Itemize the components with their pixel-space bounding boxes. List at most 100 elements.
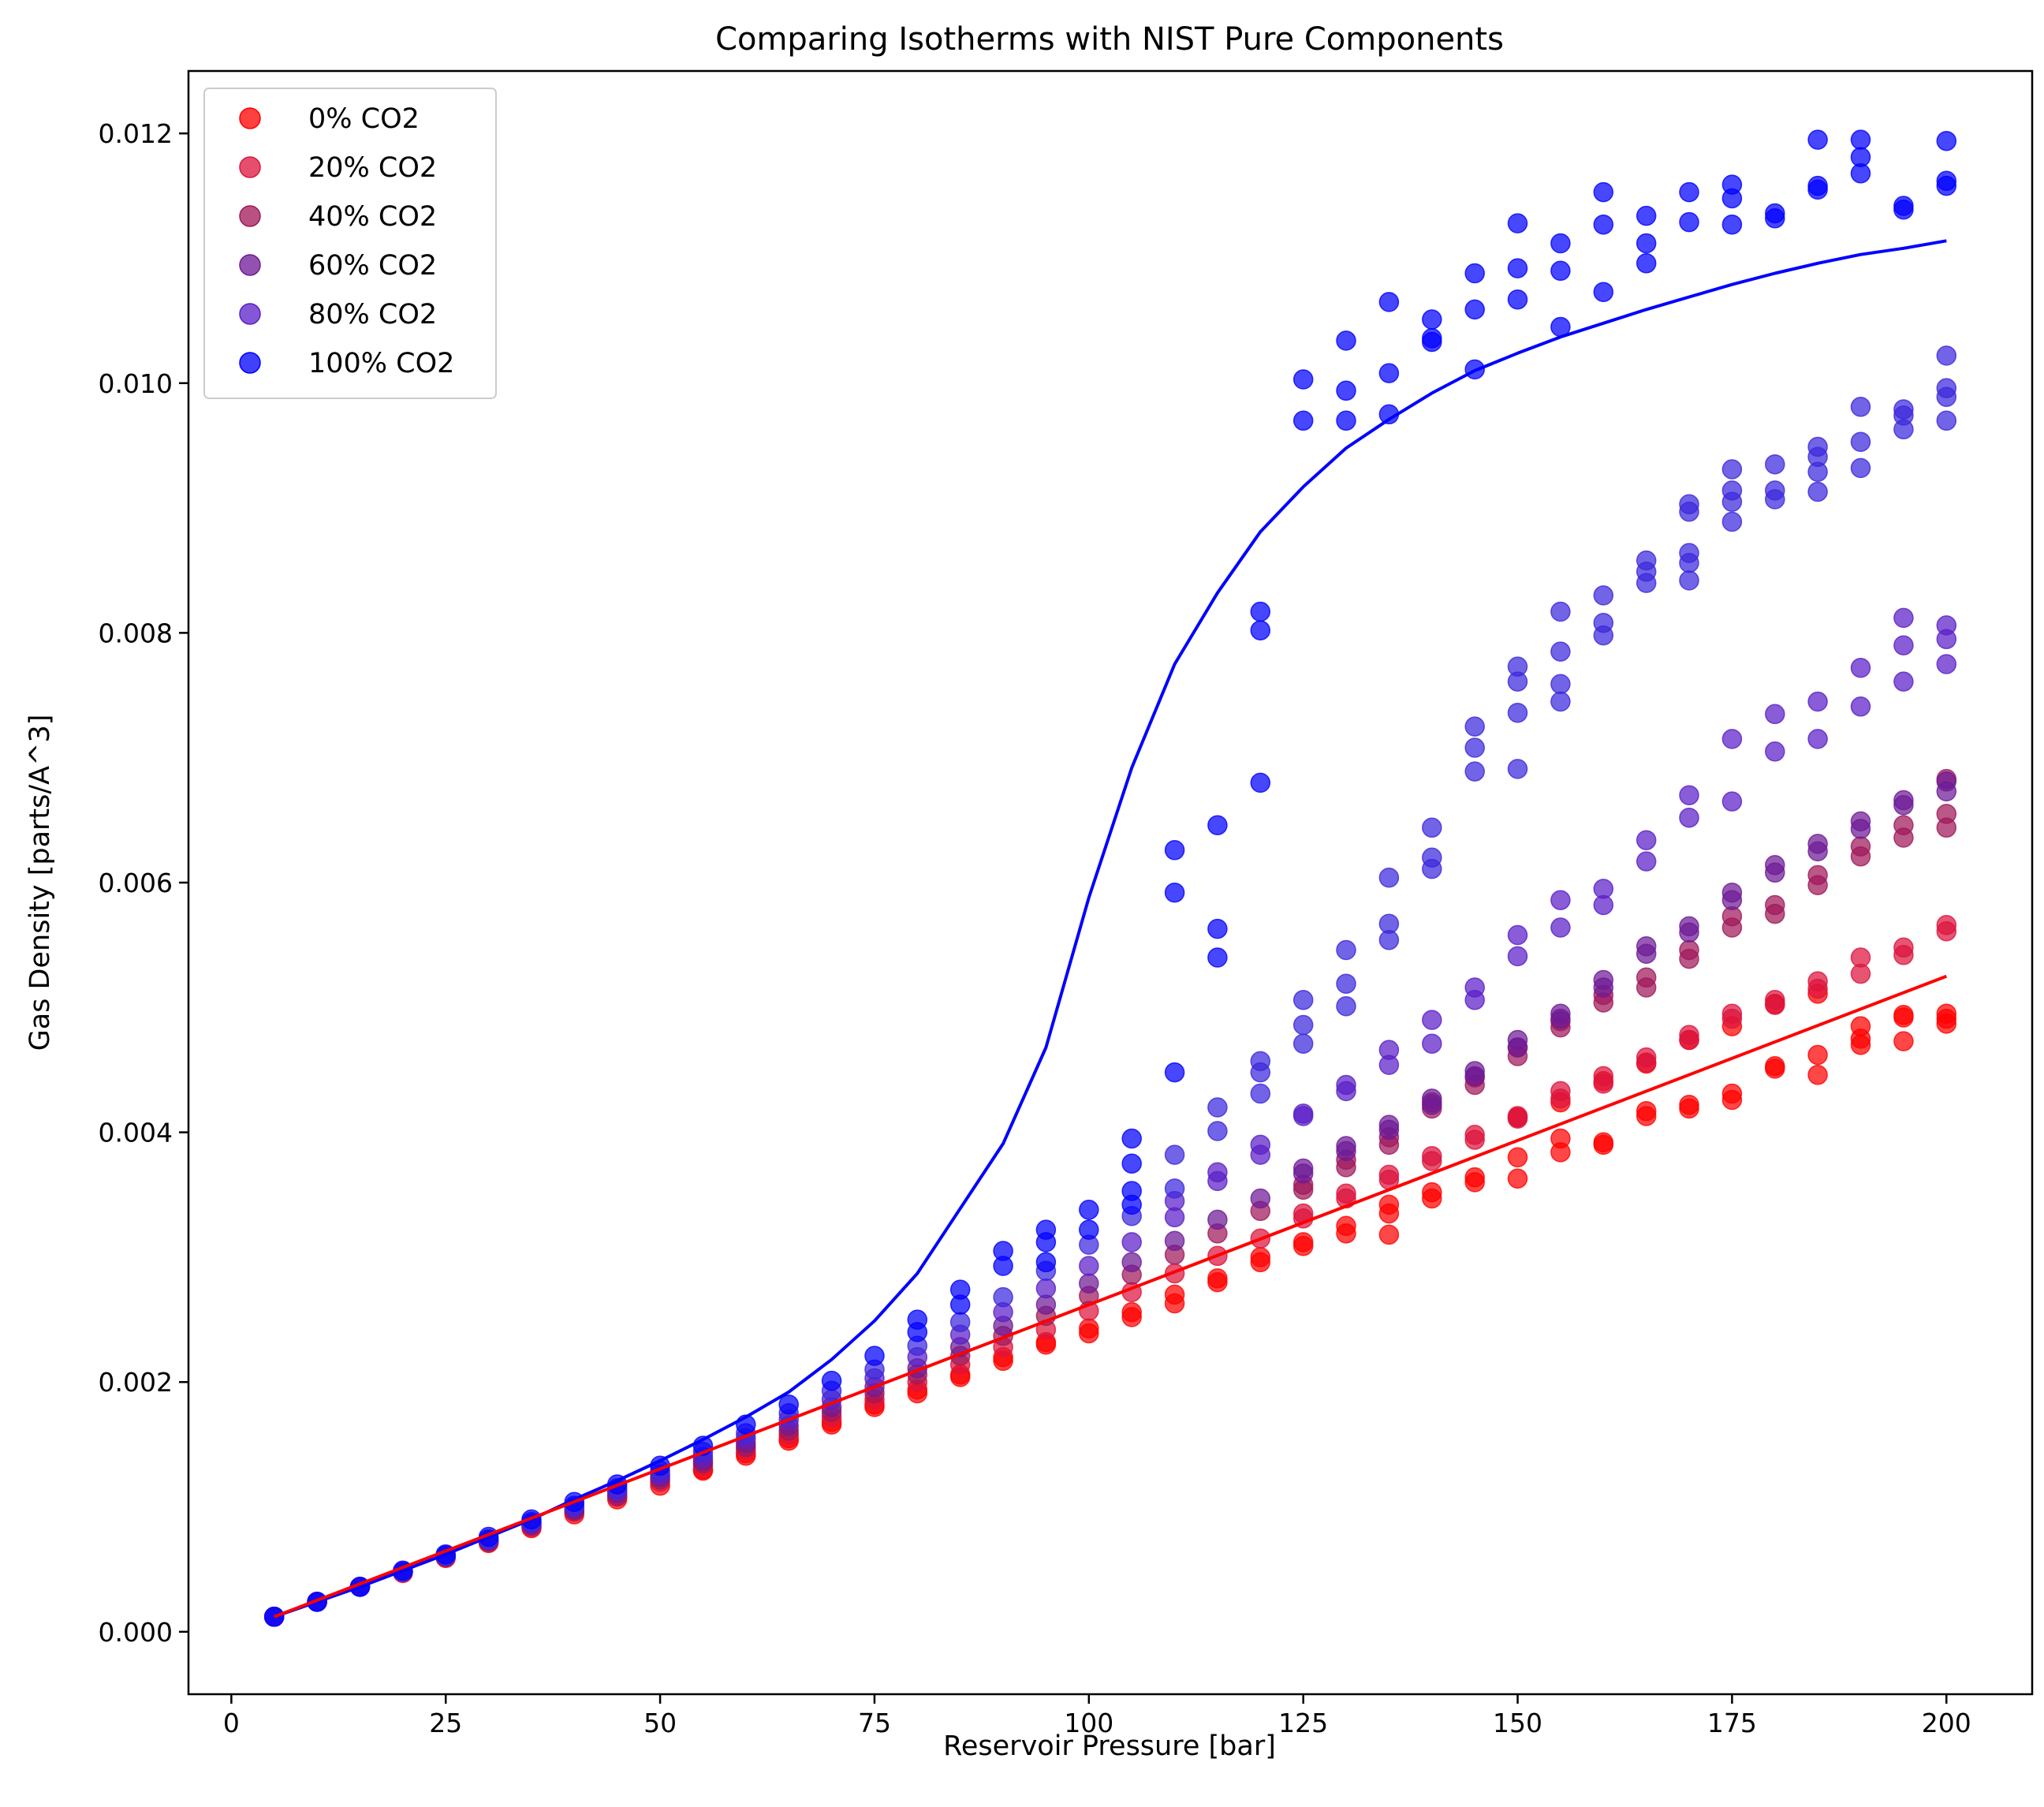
- data-point: [1164, 882, 1185, 903]
- data-point: [1121, 1153, 1142, 1174]
- data-point: [1807, 864, 1828, 886]
- data-point: [1507, 289, 1528, 310]
- data-point: [1765, 480, 1785, 501]
- data-point: [1207, 918, 1228, 939]
- data-point: [1507, 213, 1528, 233]
- y-tick-label: 0.010: [99, 368, 173, 399]
- data-point: [1936, 130, 1957, 151]
- data-point: [1765, 454, 1785, 475]
- data-point: [1721, 729, 1743, 749]
- data-point: [1079, 1318, 1099, 1338]
- data-point: [1593, 1132, 1614, 1153]
- data-point: [1593, 585, 1614, 606]
- data-point: [1721, 459, 1743, 480]
- data-point: [1679, 543, 1699, 563]
- data-point: [1765, 1055, 1785, 1077]
- y-tick-label: 0.006: [99, 868, 173, 898]
- data-point: [1550, 1128, 1571, 1149]
- data-point: [1721, 174, 1743, 195]
- data-point: [1636, 233, 1657, 254]
- x-tick-label: 125: [1278, 1708, 1328, 1738]
- data-point: [1464, 1061, 1485, 1081]
- data-point: [1422, 1088, 1442, 1109]
- data-point: [1936, 170, 1957, 192]
- data-point: [1550, 1081, 1571, 1102]
- axes: 0 25 50 75 100 125 150 175 200 0.000 0.002 0.004 0.0…: [99, 118, 1971, 1738]
- data-point: [1464, 1167, 1485, 1188]
- data-point: [1850, 657, 1871, 678]
- data-point: [993, 1286, 1013, 1308]
- data-point: [1336, 410, 1356, 431]
- data-point: [1507, 1029, 1528, 1051]
- data-point: [1807, 129, 1828, 150]
- data-point: [1850, 147, 1871, 167]
- data-point: [1079, 1200, 1099, 1220]
- data-point: [1422, 1145, 1442, 1167]
- data-point: [1378, 1194, 1400, 1215]
- data-point: [1422, 309, 1442, 330]
- data-point: [1378, 1114, 1400, 1135]
- data-point: [1507, 1106, 1528, 1126]
- data-point: [1121, 1301, 1142, 1323]
- plot-area: [263, 129, 1957, 1627]
- data-point: [1593, 214, 1614, 235]
- data-point: [1936, 378, 1957, 398]
- data-point: [1850, 696, 1871, 717]
- legend-label: 60% CO2: [308, 250, 437, 282]
- data-point: [1207, 947, 1228, 968]
- data-point: [1936, 804, 1957, 824]
- data-point: [1464, 761, 1485, 782]
- data-point: [1721, 1083, 1743, 1104]
- data-point: [949, 1312, 971, 1332]
- legend: 0% CO2 20% CO2 40% CO2 60% CO2 80% CO2 100% C…: [203, 88, 497, 399]
- data-point: [1679, 494, 1699, 515]
- legend-label: 20% CO2: [308, 152, 437, 184]
- data-point: [1721, 511, 1743, 532]
- data-point: [993, 1241, 1013, 1261]
- data-point: [1636, 550, 1657, 571]
- data-point: [1035, 1278, 1057, 1299]
- data-point: [1507, 1168, 1528, 1189]
- x-tick-label: 100: [1064, 1708, 1113, 1738]
- data-point: [1679, 939, 1699, 961]
- data-point: [1636, 253, 1657, 274]
- data-point: [1936, 654, 1957, 674]
- data-point: [1292, 1103, 1314, 1124]
- data-point: [1464, 299, 1485, 320]
- legend-marker: [239, 254, 261, 276]
- data-point: [1679, 1095, 1699, 1115]
- legend-marker: [239, 205, 261, 227]
- data-point: [1807, 175, 1828, 196]
- data-point: [1336, 1136, 1356, 1156]
- y-tick-label: 0.002: [99, 1367, 173, 1398]
- data-point: [1636, 851, 1657, 872]
- data-point: [1464, 716, 1485, 737]
- data-point: [1164, 1144, 1185, 1165]
- x-tick-label: 75: [858, 1708, 891, 1738]
- legend-label: 0% CO2: [308, 103, 420, 135]
- y-tick-label: 0.008: [99, 618, 173, 648]
- data-point: [1936, 771, 1957, 792]
- data-point: [1550, 917, 1571, 938]
- y-tick-label: 0.004: [99, 1118, 173, 1148]
- data-point: [1893, 815, 1914, 835]
- data-point: [1636, 205, 1657, 226]
- data-point: [1936, 1003, 1957, 1024]
- data-point: [1336, 330, 1356, 351]
- data-point: [1721, 1003, 1743, 1024]
- x-tick-label: 150: [1493, 1708, 1542, 1738]
- data-point: [1893, 937, 1914, 958]
- data-point: [1250, 1188, 1271, 1209]
- y-axis-label: Gas Density [parts/A^3]: [24, 715, 56, 1051]
- data-point: [1378, 1040, 1400, 1060]
- data-point: [1378, 363, 1400, 383]
- data-point: [1593, 879, 1614, 899]
- data-point: [1422, 1182, 1442, 1203]
- x-tick-label: 200: [1922, 1708, 1971, 1738]
- data-point: [1679, 181, 1699, 203]
- data-point: [1422, 1010, 1442, 1030]
- data-point: [1035, 1219, 1057, 1240]
- data-point: [1721, 882, 1743, 903]
- data-point: [1507, 759, 1528, 779]
- legend-marker: [239, 352, 261, 374]
